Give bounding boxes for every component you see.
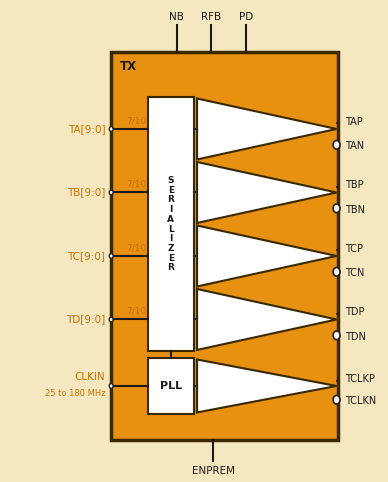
- Circle shape: [109, 127, 113, 132]
- Text: TDN: TDN: [345, 332, 366, 342]
- Text: TCLKN: TCLKN: [345, 396, 377, 406]
- Text: S
E
R
I
A
L
I
Z
E
R: S E R I A L I Z E R: [167, 176, 174, 272]
- Text: TB[9:0]: TB[9:0]: [67, 187, 106, 198]
- Text: TAP: TAP: [345, 117, 363, 127]
- Circle shape: [109, 384, 113, 388]
- Circle shape: [333, 395, 340, 404]
- Text: 7/10: 7/10: [126, 243, 146, 252]
- Bar: [111, 52, 338, 440]
- Polygon shape: [197, 162, 336, 223]
- Text: TX: TX: [120, 60, 137, 73]
- Text: TD[9:0]: TD[9:0]: [66, 314, 106, 324]
- Text: TBN: TBN: [345, 205, 365, 215]
- Bar: [148, 359, 194, 414]
- Text: NB: NB: [169, 12, 184, 22]
- Text: TA[9:0]: TA[9:0]: [68, 124, 106, 134]
- Text: PD: PD: [239, 12, 253, 22]
- Text: 25 to 180 MHz: 25 to 180 MHz: [45, 388, 106, 398]
- Circle shape: [333, 331, 340, 340]
- Text: ENPREM: ENPREM: [192, 466, 235, 476]
- Circle shape: [333, 204, 340, 213]
- Text: PLL: PLL: [160, 381, 182, 391]
- Text: TAN: TAN: [345, 141, 364, 151]
- Text: 7/10: 7/10: [126, 307, 146, 316]
- Text: TCN: TCN: [345, 268, 365, 278]
- Text: TCLKP: TCLKP: [345, 375, 375, 384]
- Circle shape: [109, 254, 113, 258]
- Circle shape: [109, 190, 113, 195]
- Polygon shape: [197, 289, 336, 350]
- Text: TC[9:0]: TC[9:0]: [68, 251, 106, 261]
- Polygon shape: [197, 360, 336, 413]
- Text: RFB: RFB: [201, 12, 222, 22]
- Text: 7/10: 7/10: [126, 180, 146, 188]
- Polygon shape: [197, 98, 336, 160]
- Text: TDP: TDP: [345, 307, 365, 317]
- Bar: [148, 97, 194, 351]
- Text: TBP: TBP: [345, 180, 364, 190]
- Text: CLKIN: CLKIN: [75, 372, 106, 382]
- Text: 7/10: 7/10: [126, 116, 146, 125]
- Polygon shape: [197, 226, 336, 286]
- Circle shape: [333, 268, 340, 276]
- Circle shape: [333, 141, 340, 149]
- Text: TCP: TCP: [345, 243, 364, 254]
- Circle shape: [109, 317, 113, 322]
